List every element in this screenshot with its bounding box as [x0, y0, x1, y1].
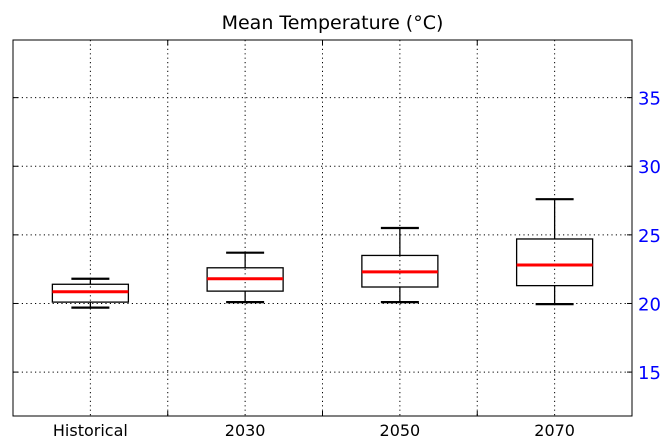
y-tick-label: 25	[638, 226, 661, 247]
x-tick-label: 2050	[380, 421, 421, 440]
y-tick-label: 20	[638, 294, 661, 315]
y-tick-label: 35	[638, 89, 661, 110]
chart-title: Mean Temperature (°C)	[221, 12, 444, 34]
plot-frame	[12, 39, 633, 417]
y-tick-label: 30	[638, 157, 661, 178]
box-body	[515, 238, 594, 287]
x-tick-label: 2030	[225, 421, 266, 440]
x-tick-label: Historical	[53, 421, 128, 440]
y-tick-label: 15	[638, 363, 661, 384]
x-tick-label: 2070	[534, 421, 575, 440]
